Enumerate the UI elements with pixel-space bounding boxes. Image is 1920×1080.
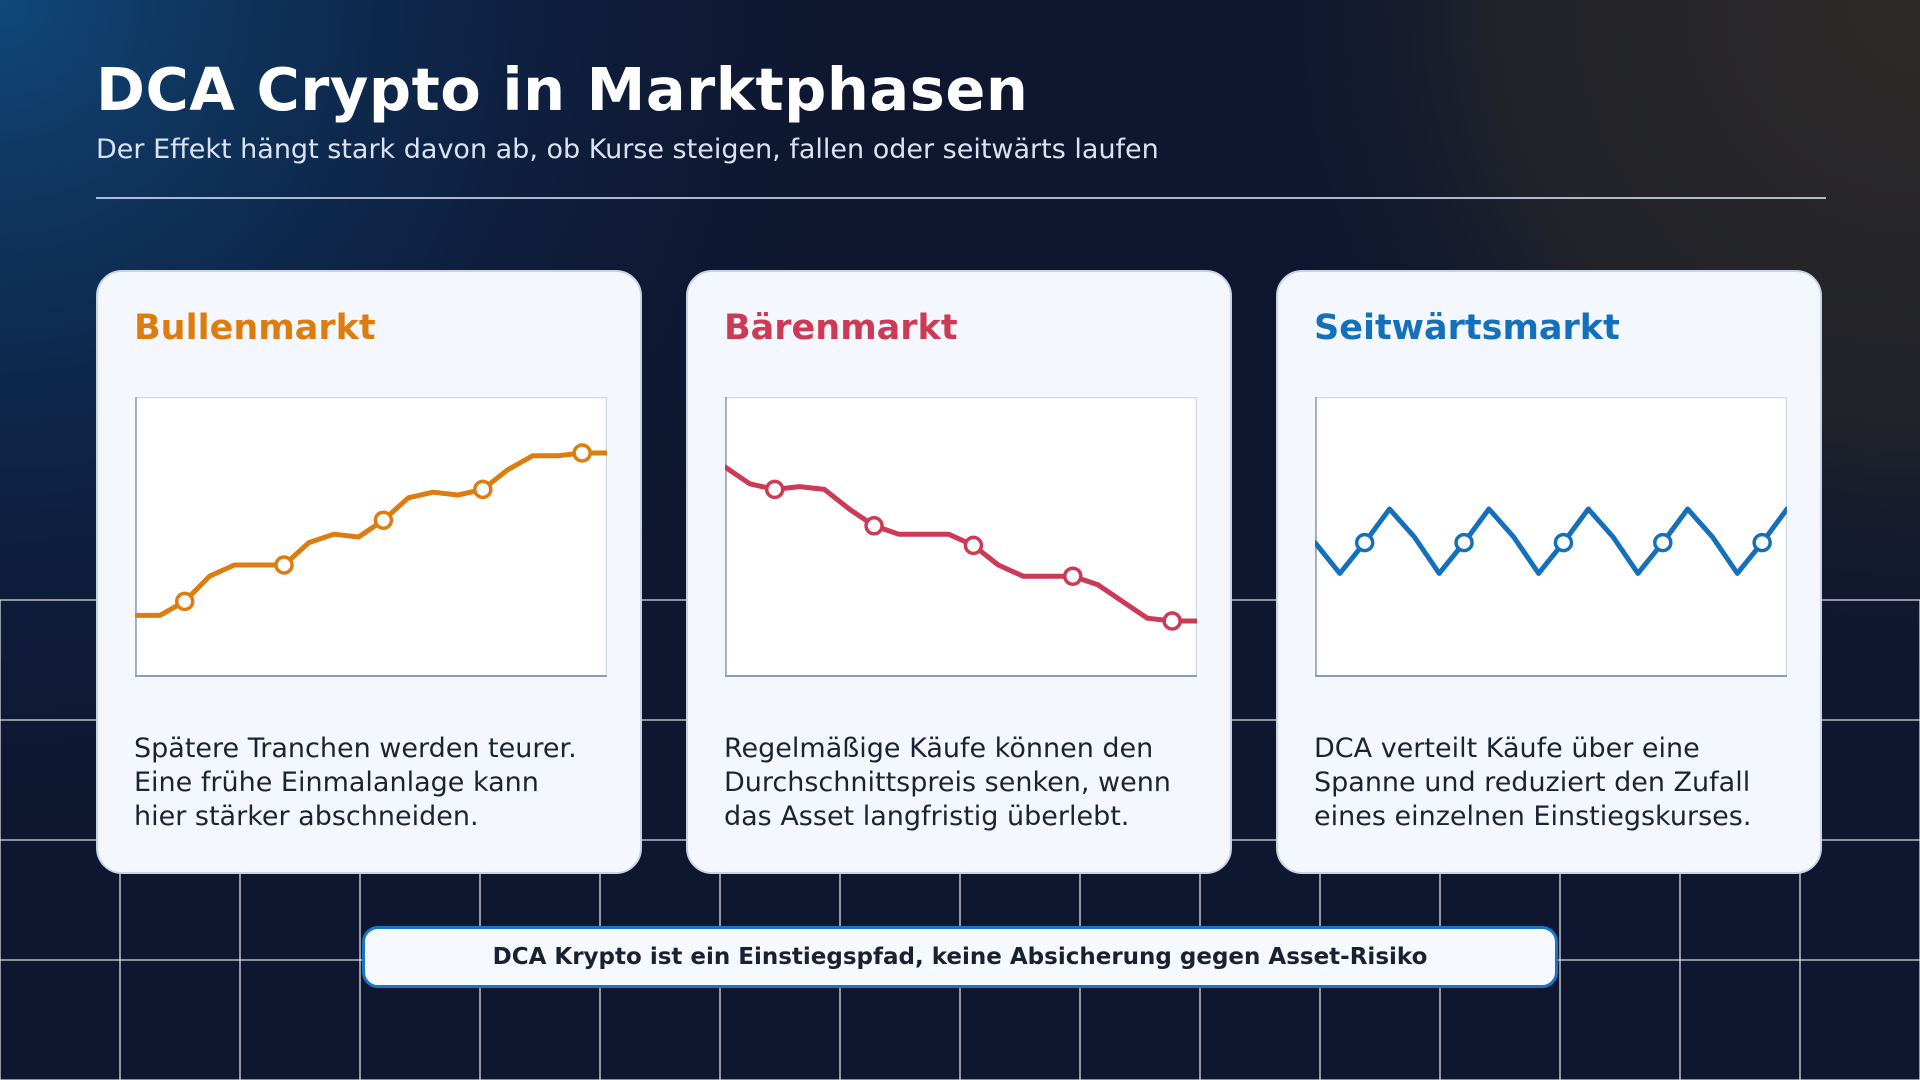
card-text-line: Eine frühe Einmalanlage kann (134, 767, 539, 798)
dca-buy-point (1063, 566, 1083, 586)
card-title: Seitwärtsmarkt (1314, 308, 1620, 348)
price-line (135, 450, 607, 618)
chart-frame (725, 397, 1197, 677)
dca-buy-point (1653, 532, 1673, 553)
dca-buy-point (963, 535, 984, 556)
dca-buy-point (174, 591, 195, 612)
bull-market-chart (135, 397, 607, 677)
sideways-market-chart (1315, 397, 1787, 677)
chart-frame (135, 397, 607, 677)
card-bull-market: Bullenmarkt Spätere Tranchen werden teur… (96, 270, 642, 874)
card-text-line: eines einzelnen Einstiegskurses. (1314, 801, 1752, 832)
price-line (725, 464, 1197, 624)
dca-buy-point (473, 479, 493, 500)
card-text-line: hier stärker abschneiden. (134, 801, 479, 832)
dca-buy-point (572, 443, 592, 463)
card-description: Regelmäßige Käufe können den Durchschnit… (724, 732, 1204, 834)
page-subtitle: Der Effekt hängt stark davon ab, ob Kurs… (96, 134, 1159, 165)
bear-market-chart (725, 397, 1197, 677)
card-text-line: DCA verteilt Käufe über eine (1314, 733, 1700, 764)
header-divider (96, 197, 1826, 199)
dca-buy-point (1354, 532, 1375, 553)
card-title: Bärenmarkt (724, 308, 958, 348)
card-text-line: Spätere Tranchen werden teurer. (134, 733, 577, 764)
card-text-line: das Asset langfristig überlebt. (724, 801, 1130, 832)
dca-buy-point (1553, 532, 1574, 553)
header: DCA Crypto in Marktphasen Der Effekt hän… (96, 54, 1826, 168)
dca-buy-point (1752, 532, 1772, 553)
page-title: DCA Crypto in Marktphasen (96, 55, 1029, 124)
dca-buy-point (274, 555, 294, 575)
card-title: Bullenmarkt (134, 308, 376, 348)
price-line (1315, 506, 1787, 576)
card-text-line: Regelmäßige Käufe können den (724, 733, 1154, 764)
bottom-note: DCA Krypto ist ein Einstiegspfad, keine … (362, 926, 1558, 988)
chart-frame (1315, 397, 1787, 677)
dca-buy-point (764, 479, 785, 500)
card-sideways-market: Seitwärtsmarkt DCA verteilt Käufe über e… (1276, 270, 1822, 874)
card-description: DCA verteilt Käufe über eine Spanne und … (1314, 732, 1794, 834)
card-text-line: Spanne und reduziert den Zufall (1314, 767, 1751, 798)
dca-buy-point (373, 510, 394, 530)
dca-buy-point (864, 516, 884, 536)
card-bear-market: Bärenmarkt Regelmäßige Käufe können den … (686, 270, 1232, 874)
card-text-line: Durchschnittspreis senken, wenn (724, 767, 1171, 798)
card-description: Spätere Tranchen werden teurer. Eine frü… (134, 732, 614, 834)
dca-buy-point (1162, 611, 1182, 631)
dca-buy-point (1454, 532, 1474, 553)
